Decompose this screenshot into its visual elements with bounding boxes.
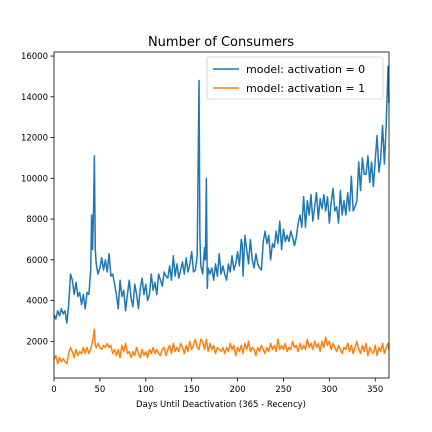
- chart-title: Number of Consumers: [148, 35, 294, 50]
- x-tick-label: 250: [275, 385, 291, 395]
- series-line-activation-1: [53, 328, 390, 365]
- y-axis: 2000 4000 6000 8000 10000 12000 14000 16000: [21, 52, 54, 347]
- y-tick-label: 12000: [21, 134, 48, 144]
- y-tick-label: 14000: [21, 93, 48, 103]
- series-line-activation-0: [53, 65, 390, 324]
- x-tick-label: 150: [184, 385, 200, 395]
- x-axis-label: Days Until Deactivation (365 - Recency): [136, 400, 306, 410]
- legend-label-activation-1: model: activation = 1: [246, 82, 365, 95]
- x-tick-label: 0: [51, 385, 56, 395]
- x-axis: 0 50 100 150 200 250 300 350: [51, 378, 383, 395]
- y-tick-label: 10000: [21, 174, 48, 184]
- x-tick-label: 50: [94, 385, 105, 395]
- y-tick-label: 16000: [21, 52, 48, 62]
- y-tick-label: 6000: [26, 256, 48, 266]
- x-tick-label: 100: [138, 385, 154, 395]
- y-tick-label: 8000: [26, 215, 48, 225]
- x-tick-label: 350: [367, 385, 383, 395]
- x-tick-label: 200: [229, 385, 245, 395]
- y-tick-label: 4000: [26, 297, 48, 307]
- y-tick-label: 2000: [26, 337, 48, 347]
- legend-box: [206, 56, 384, 100]
- series-layer: [53, 65, 390, 365]
- plot-frame: [53, 51, 390, 379]
- legend-label-activation-0: model: activation = 0: [246, 63, 365, 76]
- x-tick-label: 300: [321, 385, 337, 395]
- legend: model: activation = 0 model: activation …: [206, 56, 384, 100]
